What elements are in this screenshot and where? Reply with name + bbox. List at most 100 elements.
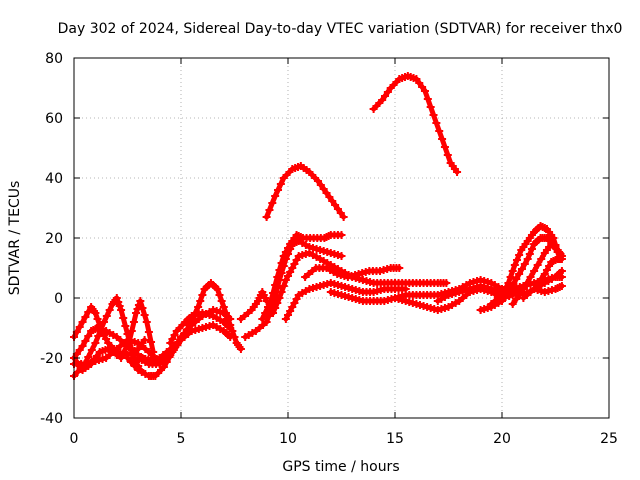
series-pass-u <box>508 240 566 308</box>
y-tick-label: -40 <box>40 411 63 427</box>
data-point <box>125 336 134 344</box>
data-point <box>426 103 435 111</box>
data-point <box>268 199 277 207</box>
data-point <box>274 186 283 194</box>
data-point <box>115 302 124 310</box>
y-axis-label: SDTVAR / TECUs <box>7 181 23 296</box>
data-point <box>435 127 444 135</box>
data-point <box>277 259 286 267</box>
data-point <box>504 279 513 287</box>
data-point <box>515 251 524 259</box>
series-pass-t <box>487 222 564 308</box>
data-point <box>262 213 271 221</box>
data-point <box>520 260 529 268</box>
series-pass-h <box>138 321 235 365</box>
data-point <box>506 273 515 281</box>
data-series <box>70 72 566 380</box>
data-point <box>112 351 121 359</box>
data-point <box>91 339 100 347</box>
x-tick-label: 0 <box>70 431 79 447</box>
data-point <box>122 342 131 350</box>
data-point <box>508 267 517 275</box>
data-point <box>132 309 141 317</box>
data-point <box>266 297 275 305</box>
data-point <box>84 353 93 361</box>
x-tick-label: 5 <box>177 431 186 447</box>
data-point <box>557 267 566 275</box>
data-point <box>119 314 128 322</box>
data-point <box>395 264 404 272</box>
data-point <box>136 297 145 305</box>
data-point <box>442 279 451 287</box>
data-point <box>95 321 104 329</box>
data-point <box>149 348 158 356</box>
data-point <box>224 315 233 323</box>
data-point <box>261 309 270 317</box>
data-point <box>273 273 282 281</box>
data-point <box>81 313 90 321</box>
data-point <box>226 333 235 341</box>
y-tick-label: -20 <box>40 351 63 367</box>
data-point <box>215 291 224 299</box>
data-point <box>339 213 348 221</box>
series-pass-j <box>236 288 271 323</box>
data-point <box>549 234 558 242</box>
data-point <box>271 281 280 289</box>
data-point <box>526 273 535 281</box>
y-tick-label: 60 <box>45 111 63 127</box>
data-point <box>517 265 526 273</box>
data-point <box>265 206 274 214</box>
data-point <box>198 291 207 299</box>
data-point <box>277 288 286 296</box>
x-tick-label: 15 <box>386 431 404 447</box>
data-point <box>226 324 235 332</box>
data-point <box>138 304 147 312</box>
data-point <box>337 231 346 239</box>
data-point <box>87 346 96 354</box>
data-point <box>105 306 114 314</box>
data-point <box>523 255 532 263</box>
data-point <box>271 304 280 312</box>
data-point <box>93 315 102 323</box>
data-point <box>114 298 123 306</box>
data-point <box>275 294 284 302</box>
data-point <box>512 275 521 283</box>
data-point <box>75 323 84 331</box>
data-point <box>557 282 566 290</box>
data-point <box>121 322 130 330</box>
data-point <box>140 336 149 344</box>
grid-lines <box>74 58 609 418</box>
data-point <box>273 299 282 307</box>
data-point <box>432 119 441 127</box>
data-point <box>194 303 203 311</box>
series-pass-y <box>262 162 348 221</box>
y-tick-label: 40 <box>45 171 63 187</box>
data-point <box>271 192 280 200</box>
data-point <box>440 143 449 151</box>
data-point <box>185 321 194 329</box>
x-tick-label: 20 <box>493 431 511 447</box>
series-line <box>135 280 244 367</box>
data-point <box>108 348 117 356</box>
series-line <box>371 73 460 175</box>
axis-ticks: 0 5 10 15 20 25 -40 -20 0 20 40 60 80 <box>40 51 618 447</box>
series-pass-e <box>70 297 158 374</box>
data-point <box>530 267 539 275</box>
data-point <box>264 303 273 311</box>
data-point <box>269 309 278 317</box>
data-point <box>276 180 285 188</box>
data-point <box>527 245 536 253</box>
data-point <box>275 266 284 274</box>
series-pass-x <box>530 282 566 296</box>
data-point <box>196 297 205 305</box>
y-tick-label: 0 <box>54 291 63 307</box>
chart-title: Day 302 of 2024, Sidereal Day-to-day VTE… <box>58 21 623 37</box>
data-point <box>102 312 111 320</box>
data-point <box>443 151 452 159</box>
data-point <box>213 285 222 293</box>
x-tick-label: 25 <box>600 431 618 447</box>
data-point <box>438 135 447 143</box>
data-point <box>420 87 429 95</box>
series-pass-n <box>281 279 410 323</box>
